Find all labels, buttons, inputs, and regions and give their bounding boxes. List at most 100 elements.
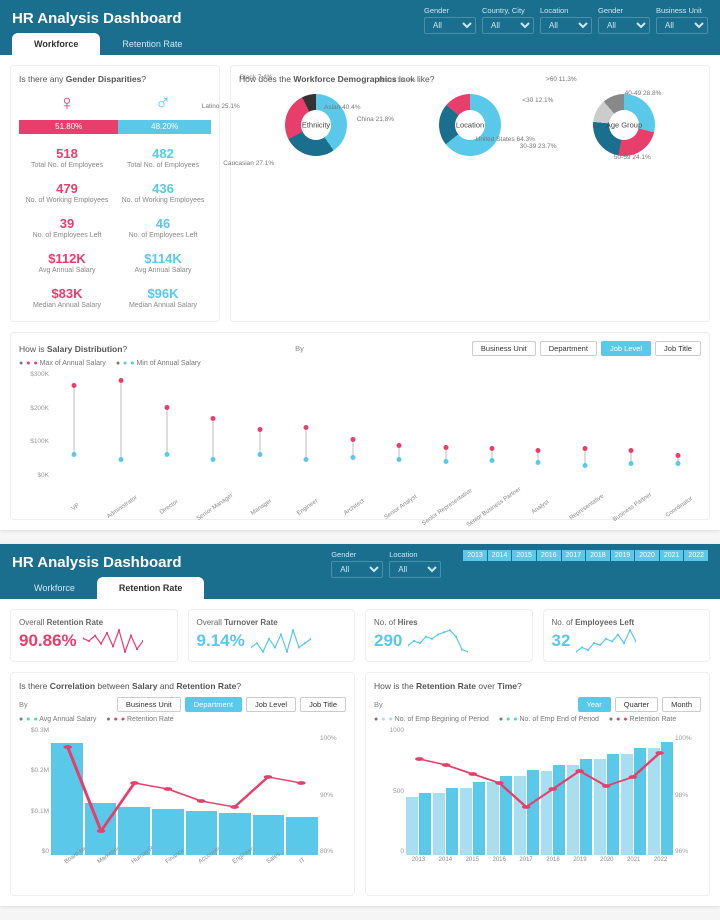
stat: 436No. of Working Employees bbox=[115, 177, 211, 208]
seg-job-level[interactable]: Job Level bbox=[601, 341, 651, 356]
kpi-title: No. of Hires bbox=[374, 618, 524, 627]
salary-lollipop-chart: $300K$200K$100K$0K VPAdministratorDirect… bbox=[19, 371, 701, 511]
filter-select[interactable]: All bbox=[540, 17, 592, 34]
year-strip[interactable]: 2013201420152016201720182019202020212022 bbox=[463, 550, 708, 561]
stat: 39No. of Employees Left bbox=[19, 212, 115, 243]
legend-item: ● No. of Emp End of Period bbox=[499, 716, 599, 723]
kpi-card: Overall Retention Rate90.86% bbox=[10, 609, 178, 662]
year-2017[interactable]: 2017 bbox=[562, 550, 586, 561]
correlation-card: Is there Correlation between Salary and … bbox=[10, 672, 355, 896]
filter-country-city: Country, CityAll bbox=[482, 6, 534, 34]
lollipop: Representative bbox=[562, 371, 608, 479]
dashboard-workforce: HR Analysis Dashboard WorkforceRetention… bbox=[0, 0, 720, 530]
kpi-card: Overall Turnover Rate9.14% bbox=[188, 609, 356, 662]
tab-retention-rate[interactable]: Retention Rate bbox=[100, 33, 204, 55]
lollipop: Senior Business Partner bbox=[469, 371, 515, 479]
year-2021[interactable]: 2021 bbox=[660, 550, 684, 561]
lollipop: Senior Manager bbox=[190, 371, 236, 479]
year-2020[interactable]: 2020 bbox=[635, 550, 659, 561]
female-pct: 51.80% bbox=[19, 120, 118, 134]
by-label: By bbox=[374, 700, 383, 709]
year-2016[interactable]: 2016 bbox=[537, 550, 561, 561]
seg-job-level[interactable]: Job Level bbox=[246, 697, 296, 712]
donut-location: LocationUnited States 64.3%China 21.8%Br… bbox=[405, 90, 535, 160]
filter-select[interactable]: All bbox=[482, 17, 534, 34]
legend-item: ● No. of Emp Begining of Period bbox=[374, 716, 489, 723]
tab-retention-rate[interactable]: Retention Rate bbox=[97, 577, 205, 599]
legend-item: ● Retention Rate bbox=[106, 716, 173, 723]
filter-select[interactable]: All bbox=[424, 17, 476, 34]
sparkline bbox=[408, 629, 468, 653]
salary-segment: Business Unit Department Job Level Job Titl… bbox=[472, 341, 701, 356]
kpi-title: Overall Retention Rate bbox=[19, 618, 169, 627]
correlation-combo-chart: $0.3M$0.2M$0.1M$0 100%90%80% Board Membe… bbox=[19, 727, 346, 887]
kpi-value: 32 bbox=[552, 631, 571, 651]
card-title: Is there Correlation between Salary and … bbox=[19, 681, 346, 691]
sparkline bbox=[83, 629, 143, 653]
lollipop: Senior Analyst bbox=[376, 371, 422, 479]
lollipop: Senior Representative bbox=[422, 371, 468, 479]
seg-job-title[interactable]: Job Title bbox=[655, 341, 701, 356]
sparkline bbox=[251, 629, 311, 653]
kpi-title: No. of Employees Left bbox=[552, 618, 702, 627]
male-pct: 48.20% bbox=[118, 120, 211, 134]
tab-workforce[interactable]: Workforce bbox=[12, 577, 97, 599]
by-label: By bbox=[19, 700, 28, 709]
year-2015[interactable]: 2015 bbox=[512, 550, 536, 561]
card-title: Is there any Gender Disparities? bbox=[19, 74, 211, 84]
filter-select[interactable]: All bbox=[331, 561, 383, 578]
kpi-card: No. of Employees Left 32 bbox=[543, 609, 711, 662]
legend-item: ● Min of Annual Salary bbox=[116, 360, 201, 367]
filter-business-unit: Business UnitAll bbox=[656, 6, 708, 34]
tab-bar: WorkforceRetention Rate bbox=[12, 33, 204, 55]
dashboard-retention: HR Analysis Dashboard WorkforceRetention… bbox=[0, 544, 720, 906]
seg-business-unit[interactable]: Business Unit bbox=[117, 697, 181, 712]
filter-select[interactable]: All bbox=[656, 17, 708, 34]
filter-location: LocationAll bbox=[389, 550, 441, 578]
filter-gender: GenderAll bbox=[424, 6, 476, 34]
seg-department[interactable]: Department bbox=[185, 697, 242, 712]
stat: $112KAvg Annual Salary bbox=[19, 247, 115, 278]
lollipop: Coordinator bbox=[654, 371, 700, 479]
lollipop: VP bbox=[51, 371, 97, 479]
header: HR Analysis Dashboard WorkforceRetention… bbox=[0, 0, 720, 55]
year-2014[interactable]: 2014 bbox=[488, 550, 512, 561]
year-2013[interactable]: 2013 bbox=[463, 550, 487, 561]
card-title: How is Salary Distribution? bbox=[19, 344, 127, 354]
donut-age-group: Age Group40-49 28.8%50-59 24.1%30-39 23.… bbox=[559, 90, 689, 160]
year-2018[interactable]: 2018 bbox=[586, 550, 610, 561]
stat: 482Total No. of Employees bbox=[115, 142, 211, 173]
seg-year[interactable]: Year bbox=[578, 697, 611, 712]
filter-gender: GenderAll bbox=[331, 550, 383, 578]
filter-select[interactable]: All bbox=[598, 17, 650, 34]
year-2019[interactable]: 2019 bbox=[611, 550, 635, 561]
stat: $96KMedian Annual Salary bbox=[115, 282, 211, 313]
seg-job-title[interactable]: Job Title bbox=[300, 697, 346, 712]
gender-split-bar: 51.80% 48.20% bbox=[19, 120, 211, 134]
stat: $83KMedian Annual Salary bbox=[19, 282, 115, 313]
year-2022[interactable]: 2022 bbox=[684, 550, 708, 561]
seg-business-unit[interactable]: Business Unit bbox=[472, 341, 536, 356]
kpi-card: No. of Hires290 bbox=[365, 609, 533, 662]
lollipop: Administrator bbox=[97, 371, 143, 479]
demographics-card: How does the Workforce Demographics look… bbox=[230, 65, 710, 322]
male-icon: ♂ bbox=[155, 90, 172, 116]
dashboard-title: HR Analysis Dashboard bbox=[12, 550, 204, 571]
salary-distribution-card: How is Salary Distribution? By Business … bbox=[10, 332, 710, 520]
lollipop: Business Partner bbox=[608, 371, 654, 479]
seg-quarter[interactable]: Quarter bbox=[615, 697, 658, 712]
lollipop: Engineer bbox=[283, 371, 329, 479]
filter-gender: GenderAll bbox=[598, 6, 650, 34]
stat: 518Total No. of Employees bbox=[19, 142, 115, 173]
stat: 479No. of Working Employees bbox=[19, 177, 115, 208]
tab-workforce[interactable]: Workforce bbox=[12, 33, 100, 55]
header: HR Analysis Dashboard WorkforceRetention… bbox=[0, 544, 720, 599]
seg-month[interactable]: Month bbox=[662, 697, 701, 712]
filter-select[interactable]: All bbox=[389, 561, 441, 578]
legend-item: ● Max of Annual Salary bbox=[19, 360, 106, 367]
card-title: How is the Retention Rate over Time? bbox=[374, 681, 701, 691]
retention-time-chart: 10005000 100%98%96% 20132014201520162017… bbox=[374, 727, 701, 887]
lollipop: Manager bbox=[237, 371, 283, 479]
gender-disparity-card: Is there any Gender Disparities? ♀ ♂ 51.… bbox=[10, 65, 220, 322]
seg-department[interactable]: Department bbox=[540, 341, 597, 356]
